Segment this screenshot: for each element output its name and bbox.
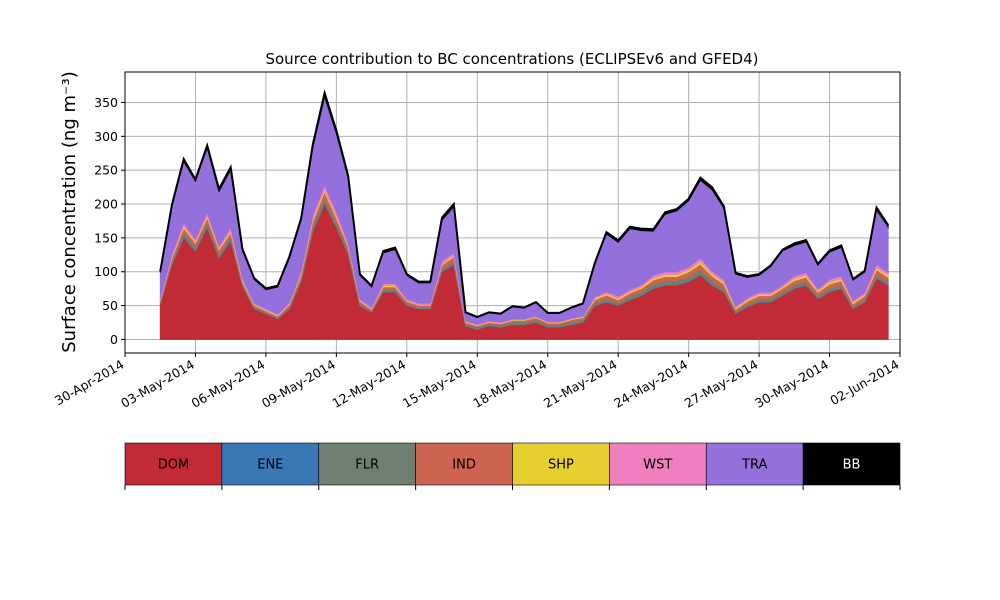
y-tick-label: 300	[94, 129, 118, 144]
y-tick-label: 350	[94, 95, 118, 110]
x-tick-label: 18-May-2014	[470, 357, 549, 411]
x-tick-label: 12-May-2014	[329, 357, 408, 411]
total-line	[159, 89, 890, 319]
legend-label-tra: TRA	[741, 458, 767, 473]
y-tick-label: 150	[94, 230, 118, 245]
y-tick-label: 0	[110, 332, 118, 347]
legend-label-bb: BB	[843, 458, 861, 473]
x-tick-label: 30-May-2014	[752, 357, 831, 411]
legend-swatch-wst	[609, 442, 707, 486]
legend-label-ind: IND	[452, 458, 476, 473]
legend-swatch-ind	[415, 442, 513, 486]
legend-label-flr: FLR	[355, 458, 379, 473]
y-tick-label: 250	[94, 163, 118, 178]
legend-swatch-bb	[802, 442, 901, 486]
x-tick-label: 06-May-2014	[189, 357, 268, 411]
chart-title: Source contribution to BC concentrations…	[265, 50, 758, 68]
stacked-areas	[159, 89, 890, 340]
x-tick-label: 30-Apr-2014	[52, 357, 126, 409]
legend-swatch-ene	[221, 442, 320, 486]
legend-label-wst: WST	[643, 458, 672, 473]
x-tick-label: 15-May-2014	[400, 357, 479, 411]
x-tick-label: 02-Jun-2014	[827, 357, 901, 408]
y-axis-label: Surface concentration (ng m⁻³)	[59, 71, 80, 353]
x-tick-label: 27-May-2014	[682, 357, 761, 411]
y-axis: 0 50 100 150 200 250 300 350	[94, 95, 125, 347]
legend-swatch-shp	[512, 442, 610, 486]
legend-label-shp: SHP	[548, 458, 574, 473]
x-tick-label: 03-May-2014	[118, 357, 197, 411]
plot-frame	[124, 71, 901, 354]
legend-swatch-tra	[705, 442, 804, 486]
grid	[124, 72, 901, 353]
x-tick-label: 24-May-2014	[611, 357, 690, 411]
legend-label-dom: DOM	[158, 458, 189, 473]
x-tick-label: 21-May-2014	[541, 357, 620, 411]
legend-swatch-flr	[318, 442, 416, 486]
y-tick-label: 50	[102, 298, 118, 313]
x-axis: 30-Apr-201403-May-201406-May-201409-May-…	[52, 353, 902, 411]
y-tick-label: 100	[94, 264, 118, 279]
legend-label-ene: ENE	[257, 458, 283, 473]
y-tick-label: 200	[94, 197, 118, 212]
x-tick-label: 09-May-2014	[259, 357, 338, 411]
legend: DOM ENE FLR IND SHP WST TRA BB	[124, 442, 901, 490]
legend-swatch-dom	[124, 442, 223, 486]
